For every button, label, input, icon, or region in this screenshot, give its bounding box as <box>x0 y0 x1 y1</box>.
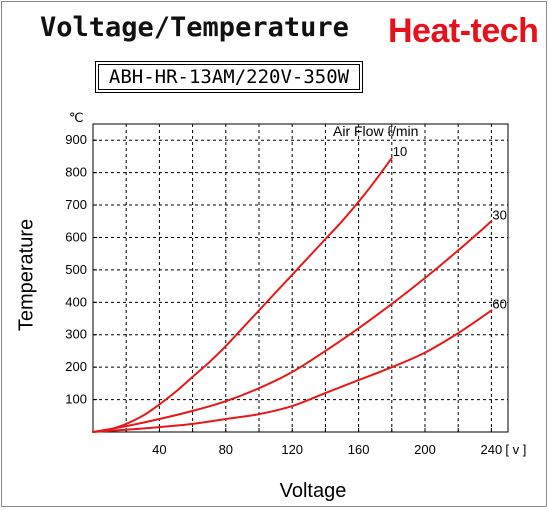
series-layer <box>92 157 493 433</box>
series-label-10: 10 <box>393 144 407 159</box>
legend-title: Air Flow ℓ/min <box>333 123 418 139</box>
y-tick-label: 400 <box>65 294 87 309</box>
y-tick-label: 300 <box>65 327 87 342</box>
x-unit-label: [ v ] <box>505 442 526 457</box>
y-tick-label: 600 <box>65 229 87 244</box>
y-tick-label: 900 <box>65 132 87 147</box>
x-axis-label: Voltage <box>279 480 347 502</box>
plot-border <box>92 123 509 433</box>
brand-logo-text: Heat-tech <box>388 12 539 50</box>
model-label: ABH-HR-13AM/220V-350W <box>98 64 360 90</box>
x-tick-label: 40 <box>152 442 166 457</box>
x-tick-label: 200 <box>414 442 436 457</box>
label-layer: 100 200 300 400 500 600 700 800 900 40 80 120 160 200… <box>65 110 526 457</box>
y-tick-label: 100 <box>65 392 87 407</box>
model-label-box: ABH-HR-13AM/220V-350W <box>95 61 363 93</box>
series-label-60: 60 <box>492 296 506 311</box>
grid-layer <box>93 124 508 432</box>
series-line-30 <box>92 220 493 433</box>
y-tick-label: 500 <box>65 262 87 277</box>
y-tick-label: 700 <box>65 197 87 212</box>
chart-title: Voltage/Temperature <box>40 12 349 43</box>
series-label-30: 30 <box>492 207 506 222</box>
x-tick-label: 160 <box>348 442 370 457</box>
tick-layer <box>93 139 492 432</box>
x-tick-label: 120 <box>281 442 303 457</box>
series-line-10 <box>92 157 393 433</box>
y-tick-label: 800 <box>65 165 87 180</box>
x-tick-label: 240 <box>481 442 503 457</box>
series-line-60 <box>92 309 493 433</box>
x-tick-label: 80 <box>219 442 233 457</box>
y-tick-label: 200 <box>65 359 87 374</box>
y-unit-label: ℃ <box>69 110 84 125</box>
